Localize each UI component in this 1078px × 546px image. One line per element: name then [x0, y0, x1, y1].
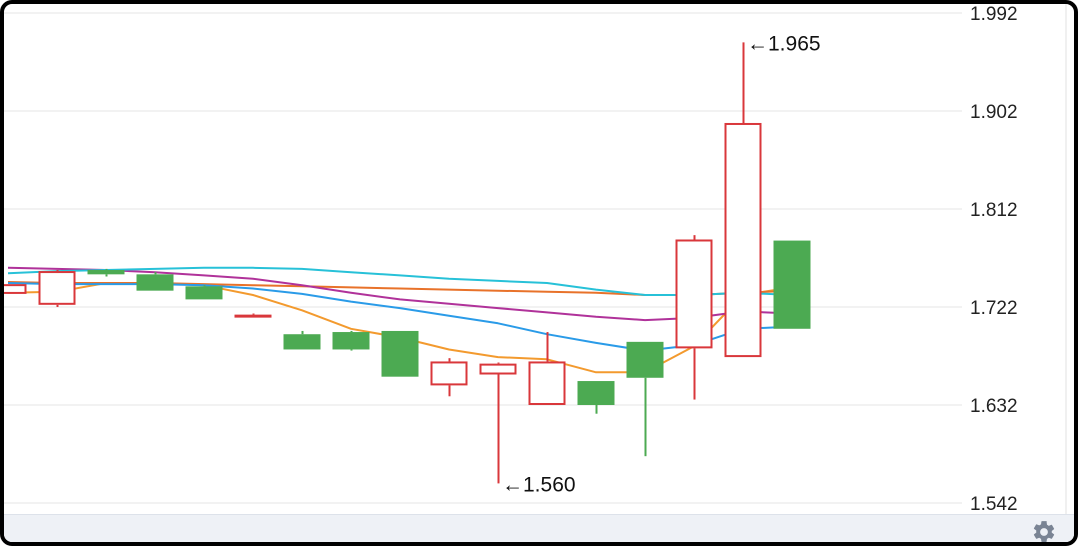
candle-body-up: [626, 341, 664, 378]
candle: [136, 272, 174, 291]
indicator-line-4: [7, 266, 793, 322]
candle: [724, 42, 762, 358]
candle-body-up: [87, 269, 125, 275]
y-axis: 1.542 1.632 1.722 1.812 1.902 1.992: [970, 4, 1018, 514]
candle-body-down: [4, 284, 27, 294]
candle-body-up: [381, 330, 419, 377]
indicator-line-5: [7, 266, 793, 296]
candle: [87, 268, 125, 277]
candle-body-up: [577, 381, 615, 405]
candle: [332, 330, 370, 351]
candle: [283, 330, 321, 350]
candle: [4, 284, 27, 294]
candle: [577, 381, 615, 414]
candle: [675, 235, 713, 400]
candle-body-up: [136, 274, 174, 291]
grid-lines: [4, 12, 962, 504]
candle: [38, 269, 76, 307]
candle: [528, 332, 566, 406]
candle: [185, 285, 223, 300]
y-tick-label: 1.812: [970, 200, 1018, 221]
y-tick-label: 1.902: [970, 102, 1018, 123]
candle-body-up: [185, 286, 223, 300]
annotations: ←1.965 ←1.560: [502, 32, 821, 496]
candle: [773, 240, 811, 329]
candle: [479, 362, 517, 484]
candle-body-down: [430, 361, 468, 386]
candle-body-down: [38, 271, 76, 305]
y-tick-label: 1.632: [970, 396, 1018, 417]
y-tick-label: 1.542: [970, 494, 1018, 514]
price-annotation: ←1.965: [747, 32, 821, 55]
candle: [234, 313, 272, 318]
candle-body-down: [675, 239, 713, 349]
gear-icon[interactable]: [1031, 519, 1057, 545]
candle: [430, 358, 468, 397]
price-annotation: ←1.560: [502, 473, 576, 496]
candle-body-down: [234, 314, 272, 318]
candle-body-up: [283, 334, 321, 350]
candle: [381, 330, 419, 377]
candle-body-up: [332, 332, 370, 350]
candle-body-down: [528, 361, 566, 406]
candles: [4, 42, 811, 484]
candle-body-up: [773, 240, 811, 329]
candle-body-down: [479, 363, 517, 375]
y-tick-label: 1.992: [970, 4, 1018, 25]
candle-body-down: [724, 122, 762, 358]
y-tick-label: 1.722: [970, 298, 1018, 319]
candle: [626, 341, 664, 457]
bottom-toolbar: [4, 514, 1074, 542]
